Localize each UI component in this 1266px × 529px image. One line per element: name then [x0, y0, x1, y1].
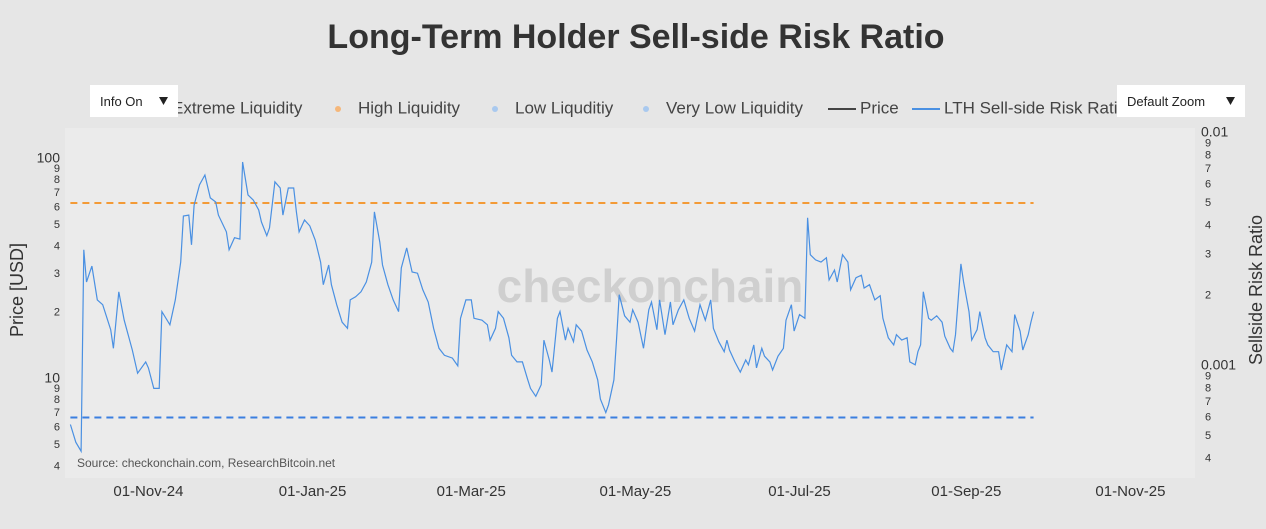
y-tick-label: 100	[37, 150, 61, 166]
info-dropdown[interactable]: Info On	[90, 85, 178, 117]
zoom-dropdown-label: Default Zoom	[1127, 93, 1206, 109]
x-tick-label: 01-Nov-24	[113, 483, 183, 500]
legend-swatch	[492, 106, 498, 112]
legend-label: Price	[860, 98, 899, 117]
y2-axis-title: Sellside Risk Ratio	[1246, 215, 1266, 365]
watermark: checkonchain	[497, 260, 804, 312]
x-tick-label: 01-May-25	[600, 483, 672, 500]
x-tick-label: 01-Mar-25	[437, 483, 506, 500]
y2-tick-label: 8	[1205, 382, 1211, 394]
y-tick-label: 6	[54, 202, 60, 214]
y2-tick-label: 9	[1205, 137, 1211, 149]
y-tick-label: 7	[54, 407, 60, 419]
y-tick-label: 8	[54, 394, 60, 406]
x-tick-label: 01-Sep-25	[931, 483, 1001, 500]
x-tick-label: 01-Jul-25	[768, 483, 831, 500]
dropdown-arrow	[1226, 97, 1235, 105]
y-tick-label: 6	[54, 422, 60, 434]
y-tick-label: 10	[44, 370, 60, 386]
y-tick-label: 5	[54, 439, 60, 451]
y2-tick-label: 6	[1205, 411, 1211, 423]
y2-tick-label: 5	[1205, 430, 1211, 442]
y-tick-label: 2	[54, 307, 60, 319]
y-tick-label: 3	[54, 268, 60, 280]
y-tick-label: 7	[54, 187, 60, 199]
legend-label: Low Liquditiy	[515, 98, 614, 117]
y2-tick-label: 7	[1205, 163, 1211, 175]
legend-label: Very Low Liquidity	[666, 98, 804, 117]
y2-tick-label: 3	[1205, 249, 1211, 261]
y-tick-label: 9	[54, 383, 60, 395]
y2-tick-label: 4	[1205, 220, 1211, 232]
dropdown-arrow	[159, 97, 168, 105]
legend-swatch	[643, 106, 649, 112]
x-tick-label: 01-Nov-25	[1095, 483, 1165, 500]
x-tick-label: 01-Jan-25	[279, 483, 347, 500]
y-tick-label: 9	[54, 163, 60, 175]
y2-tick-label: 2	[1205, 290, 1211, 302]
source-note: Source: checkonchain.com, ResearchBitcoi…	[77, 456, 336, 470]
y2-tick-label: 8	[1205, 149, 1211, 161]
chart-title: Long-Term Holder Sell-side Risk Ratio	[327, 18, 944, 56]
y-tick-label: 4	[54, 240, 60, 252]
series-line	[69, 161, 1035, 454]
y2-tick-label: 7	[1205, 396, 1211, 408]
y2-tick-label: 4	[1205, 452, 1211, 464]
plot-area	[65, 128, 1195, 478]
y2-tick-label: 5	[1205, 197, 1211, 209]
legend-label: Extreme Liquidity	[172, 98, 303, 117]
y2-tick-label: 9	[1205, 370, 1211, 382]
y2-tick-label: 0.001	[1201, 357, 1236, 373]
y2-tick-label: 6	[1205, 179, 1211, 191]
y-tick-label: 5	[54, 219, 60, 231]
y-tick-label: 4	[54, 460, 60, 472]
y-tick-label: 8	[54, 174, 60, 186]
zoom-dropdown[interactable]: Default Zoom	[1117, 85, 1245, 117]
y-axis-title: Price [USD]	[7, 243, 27, 337]
info-dropdown-label: Info On	[100, 93, 143, 109]
y2-tick-label: 0.01	[1201, 124, 1228, 140]
legend-label: LTH Sell-side Risk Ratio	[944, 98, 1127, 117]
legend-label: High Liquidity	[358, 98, 461, 117]
legend-swatch	[335, 106, 341, 112]
